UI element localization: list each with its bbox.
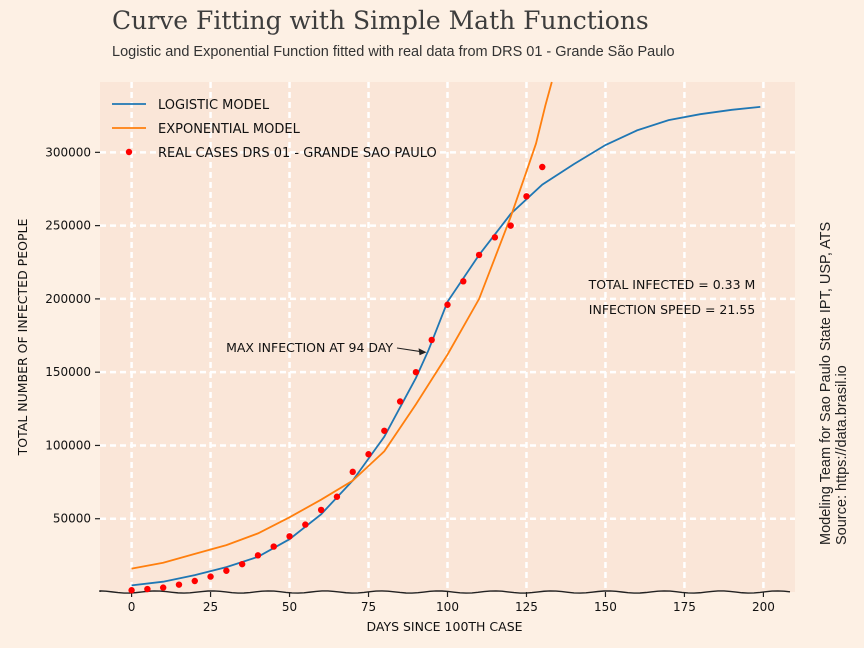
x-tick-label: 100 bbox=[436, 600, 459, 614]
real-case-point bbox=[175, 581, 183, 588]
real-case-point bbox=[539, 163, 546, 171]
x-tick-label: 200 bbox=[752, 600, 775, 614]
x-tick-label: 125 bbox=[515, 600, 538, 614]
real-case-point bbox=[302, 521, 309, 528]
real-case-point bbox=[381, 427, 388, 434]
real-case-point bbox=[254, 552, 262, 559]
real-case-point bbox=[144, 585, 151, 593]
real-case-point bbox=[128, 587, 135, 594]
x-tick-label: 50 bbox=[282, 600, 297, 614]
grid bbox=[100, 82, 795, 592]
real-case-point bbox=[223, 567, 230, 574]
real-case-point bbox=[159, 584, 167, 591]
infection-speed-annotation: INFECTION SPEED = 21.55 bbox=[589, 302, 755, 317]
credits-line: Modeling Team for Sao Paulo State IPT, U… bbox=[818, 221, 834, 545]
real-case-point bbox=[349, 468, 356, 476]
real-case-point bbox=[365, 451, 372, 458]
y-tick-label: 150000 bbox=[45, 365, 91, 379]
chart-title: Curve Fitting with Simple Math Functions bbox=[112, 6, 649, 35]
real-case-point bbox=[428, 336, 435, 344]
legend-label: LOGISTIC MODEL bbox=[158, 98, 270, 113]
real-case-point bbox=[475, 251, 483, 259]
x-axis-label: DAYS SINCE 100TH CASE bbox=[366, 619, 522, 634]
series-layer bbox=[128, 81, 761, 594]
real-case-point bbox=[270, 543, 277, 550]
real-case-point bbox=[412, 368, 420, 376]
side-credits: Modeling Team for Sao Paulo State IPT, U… bbox=[818, 222, 850, 545]
source-line: Source: https://data.brasil.io bbox=[834, 365, 850, 545]
x-tick-label: 175 bbox=[673, 600, 696, 614]
x-tick-label: 75 bbox=[361, 600, 376, 614]
legend-label: REAL CASES DRS 01 - GRANDE SAO PAULO bbox=[158, 146, 437, 161]
real-case-point bbox=[191, 577, 198, 585]
real-case-point bbox=[333, 493, 341, 500]
max-infection-annotation: MAX INFECTION AT 94 DAY bbox=[226, 340, 393, 355]
y-tick-label: 100000 bbox=[45, 438, 91, 452]
real-case-point bbox=[491, 234, 499, 241]
real-case-point bbox=[207, 573, 214, 580]
real-case-point bbox=[523, 193, 530, 200]
axes: 0 25 50 75 100 125 150 175 200 50000 100000 150000 2… bbox=[15, 145, 791, 634]
real-case-point bbox=[460, 278, 467, 285]
real-case-point bbox=[396, 398, 404, 405]
real-case-point bbox=[317, 506, 325, 514]
total-infected-annotation: TOTAL INFECTED = 0.33 M bbox=[588, 277, 756, 292]
real-case-point bbox=[286, 533, 293, 540]
annotations: MAX INFECTION AT 94 DAY TOTAL INFECTED = … bbox=[226, 277, 756, 356]
x-axis-line bbox=[99, 590, 791, 594]
y-tick-label: 300000 bbox=[45, 145, 91, 159]
x-tick-label: 0 bbox=[128, 600, 136, 614]
chart-subtitle: Logistic and Exponential Function fitted… bbox=[112, 44, 675, 60]
real-case-point bbox=[507, 222, 514, 229]
y-tick-label: 50000 bbox=[53, 512, 91, 526]
y-tick-label: 200000 bbox=[45, 292, 91, 306]
real-case-point bbox=[238, 560, 246, 568]
x-tick-label: 150 bbox=[594, 600, 617, 614]
legend-real-swatch bbox=[125, 148, 133, 156]
y-axis-label: TOTAL NUMBER OF INFECTED PEOPLE bbox=[15, 219, 30, 457]
y-tick-label: 250000 bbox=[45, 219, 91, 233]
legend: LOGISTIC MODEL EXPONENTIAL MODEL REAL CASE… bbox=[112, 98, 437, 161]
exponential-model-line bbox=[131, 81, 553, 570]
x-tick-label: 25 bbox=[203, 600, 218, 614]
legend-label: EXPONENTIAL MODEL bbox=[158, 122, 301, 137]
real-case-point bbox=[444, 301, 451, 308]
annotation-arrowhead bbox=[418, 348, 427, 356]
